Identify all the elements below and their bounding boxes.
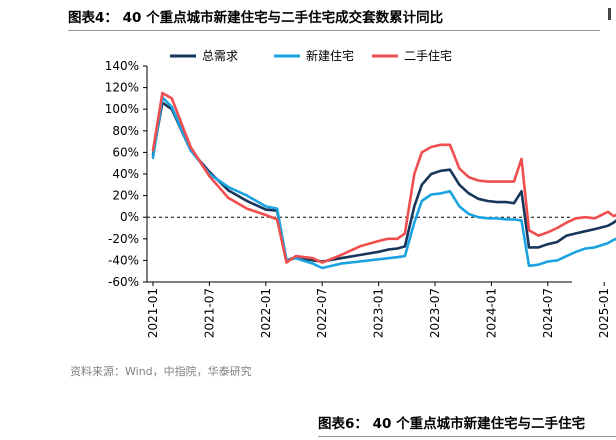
y-tick-label: 0% (120, 210, 139, 224)
next-title-rule (318, 436, 616, 437)
axes-layer: -60% -40% -20% 0% 20% 40% 60% 80% 100% 120% 140% 20… (105, 59, 612, 338)
series-line-二手住宅 (151, 91, 616, 264)
legend-label: 新建住宅 (306, 48, 354, 63)
next-figure-title: 图表6： 40 个重点城市新建住宅与二手住宅 (318, 416, 586, 432)
series-line-新建住宅 (151, 96, 616, 270)
x-tick-label: 2021-01 (146, 288, 160, 338)
x-tick-label: 2022-01 (259, 288, 273, 338)
x-tick-label: 2023-07 (428, 288, 442, 338)
y-tick-label: 120% (105, 81, 139, 95)
legend-label: 二手住宅 (404, 48, 452, 63)
x-tick-label: 2024-01 (484, 288, 498, 338)
y-tick-label: 140% (105, 59, 139, 73)
x-tick-label: 2021-07 (202, 288, 216, 338)
y-tick-label: 60% (112, 145, 139, 159)
y-tick-label: 80% (112, 124, 139, 138)
x-tick-label: 2022-07 (315, 288, 329, 338)
x-tick-label: 2025-01 (597, 288, 611, 338)
series-line-总需求 (151, 101, 616, 263)
legend-label: 总需求 (202, 49, 238, 63)
y-tick-label: -40% (108, 253, 139, 267)
y-tick-label: -20% (108, 232, 139, 246)
adjacent-panel-edge (608, 8, 616, 20)
y-tick-label: 100% (105, 102, 139, 116)
chart-title: 图表4： 40 个重点城市新建住宅与二手住宅成交套数累计同比 (68, 10, 444, 26)
x-tick-label: 2024-07 (541, 288, 555, 338)
legend: 总需求 新建住宅 二手住宅 (170, 48, 452, 63)
series-layer (151, 91, 616, 270)
x-tick-label: 2023-01 (372, 288, 386, 338)
source-note: 资料来源：Wind，中指院，华泰研究 (70, 365, 252, 378)
title-rule (68, 30, 600, 31)
y-tick-label: -60% (108, 275, 139, 289)
y-tick-label: 40% (112, 167, 139, 181)
y-tick-label: 20% (112, 189, 139, 203)
